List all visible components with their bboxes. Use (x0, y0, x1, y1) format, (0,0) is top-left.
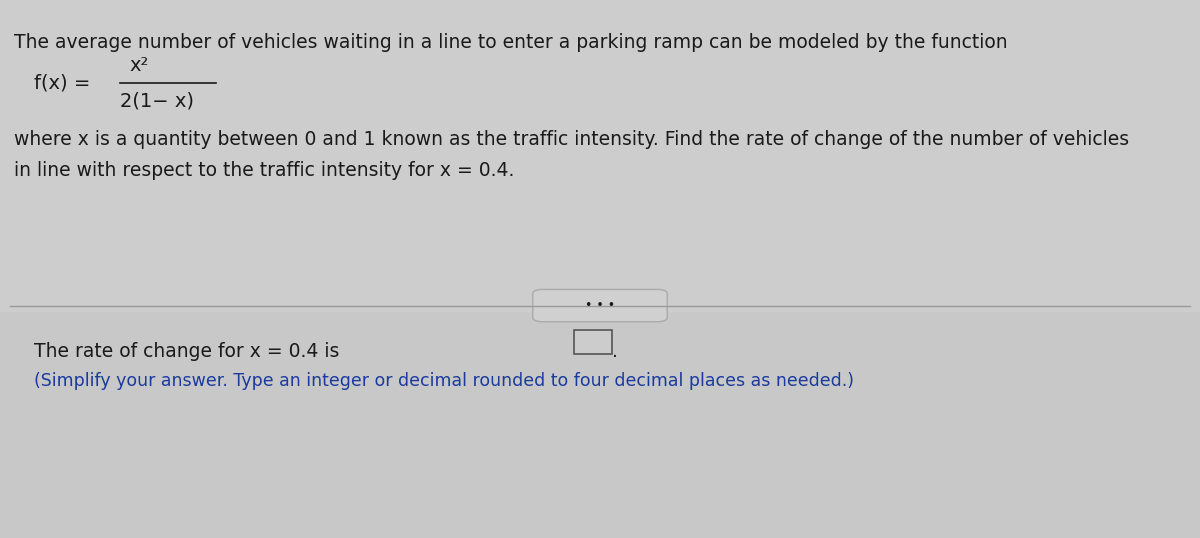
Text: • • •: • • • (584, 299, 616, 312)
Text: (Simplify your answer. Type an integer or decimal rounded to four decimal places: (Simplify your answer. Type an integer o… (34, 372, 853, 390)
Text: in line with respect to the traffic intensity for x = 0.4.: in line with respect to the traffic inte… (14, 161, 515, 180)
Text: .: . (612, 342, 618, 360)
FancyBboxPatch shape (533, 289, 667, 322)
Text: The average number of vehicles waiting in a line to enter a parking ramp can be : The average number of vehicles waiting i… (14, 33, 1008, 52)
FancyBboxPatch shape (0, 0, 1200, 312)
Text: x²: x² (130, 56, 149, 75)
Text: f(x) =: f(x) = (34, 74, 90, 93)
FancyBboxPatch shape (0, 312, 1200, 538)
Text: The rate of change for x = 0.4 is: The rate of change for x = 0.4 is (34, 342, 338, 360)
Text: 2(1− x): 2(1− x) (120, 91, 194, 111)
Text: where x is a quantity between 0 and 1 known as the traffic intensity. Find the r: where x is a quantity between 0 and 1 kn… (14, 130, 1129, 149)
FancyBboxPatch shape (574, 330, 612, 354)
